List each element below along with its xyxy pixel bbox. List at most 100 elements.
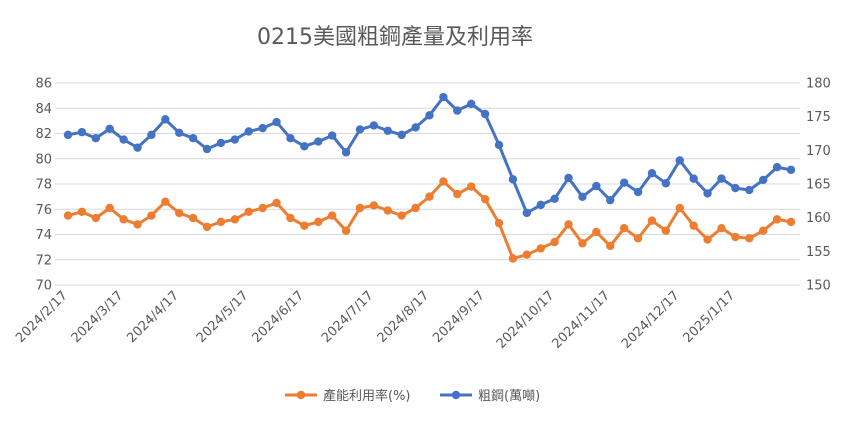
right-tick-label: 165: [806, 178, 831, 193]
data-point: [453, 189, 462, 199]
data-point: [244, 127, 253, 136]
data-point: [355, 125, 365, 134]
data-point: [661, 226, 671, 235]
data-point: [661, 179, 671, 188]
x-tick-label: 2024/2/17: [13, 288, 71, 346]
data-point: [383, 206, 392, 215]
data-point: [369, 201, 379, 210]
data-point: [411, 123, 420, 132]
left-tick-label: 80: [35, 152, 52, 167]
data-point: [341, 226, 351, 235]
data-point: [133, 220, 142, 229]
data-point: [133, 143, 142, 152]
data-point: [494, 218, 504, 228]
x-tick-label: 2024/10/17: [494, 288, 558, 352]
data-point: [675, 156, 684, 165]
data-point: [508, 254, 518, 263]
data-point: [314, 137, 323, 146]
legend: 產能利用率(%) 粗鋼(萬噸): [285, 388, 540, 404]
data-point: [286, 134, 295, 143]
data-point: [522, 250, 532, 259]
data-point: [230, 135, 240, 144]
left-tick-label: 84: [35, 102, 52, 117]
data-point: [63, 211, 73, 220]
data-point: [258, 123, 267, 133]
data-point: [327, 131, 337, 140]
data-point: [522, 208, 532, 218]
data-point: [772, 162, 782, 172]
data-point: [105, 124, 114, 133]
data-point: [383, 126, 392, 136]
data-point: [300, 221, 309, 230]
data-point: [425, 192, 434, 201]
data-point: [439, 177, 448, 186]
legend-label: 粗鋼(萬噸): [478, 389, 540, 404]
data-point: [369, 121, 379, 130]
right-axis: 150 155 160 165 170 175 180: [806, 77, 831, 294]
legend-label: 產能利用率(%): [323, 388, 411, 404]
data-point: [578, 192, 587, 201]
data-point: [216, 217, 226, 227]
chart-title: 0215美國粗鋼產量及利用率: [257, 25, 533, 50]
x-tick-label: 2024/4/17: [124, 288, 182, 346]
x-tick-label: 2024/3/17: [69, 288, 127, 346]
left-tick-label: 82: [35, 127, 52, 142]
x-tick-label: 2024/8/17: [375, 288, 433, 346]
data-point: [592, 181, 601, 191]
data-point: [397, 130, 406, 140]
data-point: [508, 175, 518, 184]
data-point: [689, 221, 698, 230]
left-tick-label: 74: [35, 228, 52, 243]
data-point: [91, 213, 101, 223]
legend-swatch-marker: [451, 390, 461, 400]
left-tick-label: 76: [35, 203, 52, 218]
data-point: [619, 223, 629, 233]
right-tick-label: 155: [806, 245, 831, 260]
data-point: [480, 109, 490, 119]
data-point: [633, 187, 643, 197]
data-point: [161, 115, 170, 124]
data-point: [786, 165, 796, 175]
data-point: [314, 217, 323, 227]
left-tick-label: 70: [35, 279, 52, 294]
x-tick-label: 2024/5/17: [194, 288, 252, 346]
x-tick-label: 2025/1/17: [680, 288, 738, 346]
data-point: [258, 203, 267, 213]
data-point: [578, 239, 587, 248]
data-point: [425, 111, 434, 120]
data-point: [731, 183, 740, 193]
data-point: [703, 189, 712, 198]
left-tick-label: 72: [35, 253, 52, 268]
data-point: [467, 99, 476, 109]
data-point: [647, 216, 657, 225]
data-point: [286, 213, 295, 223]
data-point: [606, 241, 615, 251]
x-tick-label: 2024/9/17: [430, 288, 488, 346]
data-point: [745, 234, 754, 243]
data-point: [772, 215, 782, 224]
data-point: [272, 117, 281, 127]
data-point: [272, 198, 281, 208]
data-point: [536, 200, 545, 210]
data-point: [161, 197, 170, 206]
data-point: [216, 138, 226, 148]
left-tick-label: 86: [35, 77, 52, 92]
x-tick-label: 2024/12/17: [619, 288, 683, 352]
legend-swatch-marker: [296, 390, 306, 400]
right-tick-label: 150: [806, 279, 831, 294]
data-point: [467, 182, 476, 191]
data-point: [758, 175, 768, 185]
left-tick-label: 78: [35, 178, 52, 193]
data-point: [105, 203, 114, 213]
data-point: [439, 92, 448, 102]
data-point: [689, 174, 698, 183]
data-point: [147, 130, 156, 140]
data-point: [717, 223, 726, 233]
data-point: [494, 140, 504, 150]
data-point: [119, 135, 128, 144]
data-point: [119, 215, 128, 224]
data-point: [675, 203, 684, 213]
data-point: [480, 194, 490, 204]
